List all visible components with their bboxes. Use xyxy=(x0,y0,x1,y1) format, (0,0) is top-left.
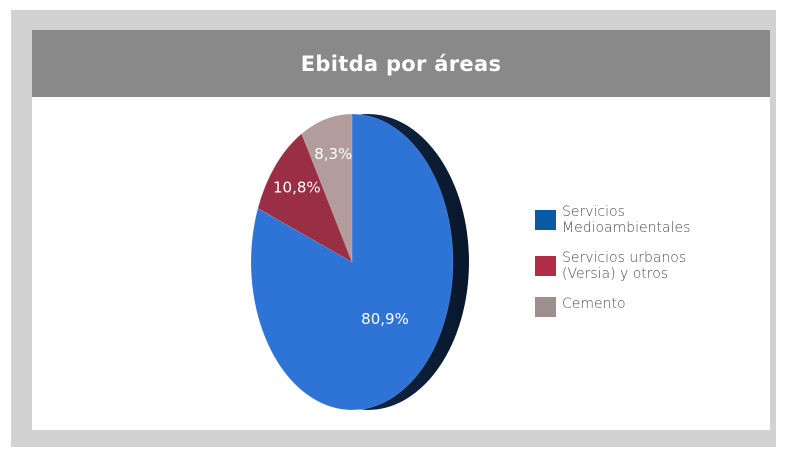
chart-header: Ebitda por áreas xyxy=(32,30,770,97)
legend-item-servicios-urbanos: Servicios urbanos (Versia) y otros xyxy=(535,250,765,282)
pie-slice-servicios-urbanos xyxy=(257,133,353,263)
slice-label-servicios-medioambientales: 80,9% xyxy=(361,310,409,328)
legend-swatch-servicios-urbanos xyxy=(535,256,556,276)
legend-label-line2: (Versia) y otros xyxy=(562,266,669,282)
legend-swatch-servicios-medioambientales xyxy=(535,210,556,230)
legend-item-cemento: Cemento xyxy=(535,296,765,317)
legend-item-servicios-medioambientales: Servicios Medioambientales xyxy=(535,204,765,236)
legend-label-line1: Cemento xyxy=(562,296,626,312)
slice-label-servicios-urbanos: 10,8% xyxy=(273,179,321,197)
legend-swatch-cemento xyxy=(535,297,556,317)
chart-panel: Ebitda por áreas 80,9% 10,8% 8,3% Servicio… xyxy=(32,30,770,430)
pie-chart: 80,9% 10,8% 8,3% xyxy=(212,112,487,422)
chart-legend: Servicios Medioambientales Servicios urb… xyxy=(535,204,765,317)
chart-title: Ebitda por áreas xyxy=(300,51,502,76)
slice-label-cemento: 8,3% xyxy=(314,145,352,163)
pie-slice-servicios-medioambientales xyxy=(250,113,454,411)
pie-svg: 80,9% 10,8% 8,3% xyxy=(250,113,469,411)
chart-frame: Ebitda por áreas 80,9% 10,8% 8,3% Servicio… xyxy=(11,10,776,447)
pie-slice-cemento xyxy=(301,113,353,263)
legend-label-line1: Servicios xyxy=(562,204,625,220)
legend-label-line1: Servicios urbanos xyxy=(562,250,687,266)
legend-label-line2: Medioambientales xyxy=(562,220,691,236)
